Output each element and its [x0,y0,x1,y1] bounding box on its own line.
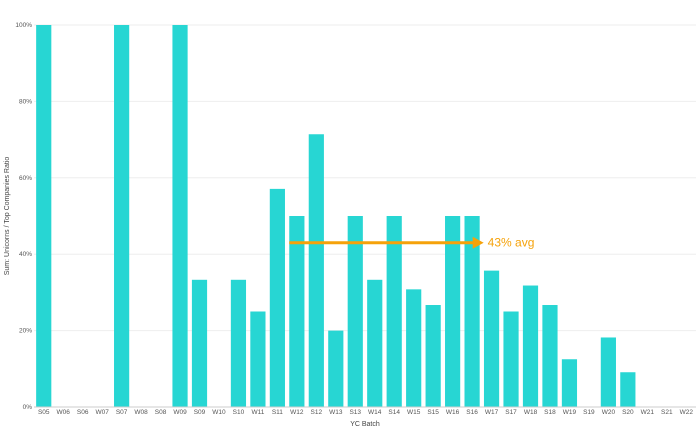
bar-w15 [406,289,422,407]
bar-s17 [503,311,519,407]
y-axis-ticks: 0% 20% 40% 60% 80% 100% [15,22,32,411]
x-tick-label: S19 [583,409,595,416]
x-tick-label: S13 [349,409,361,416]
bar-w18 [522,285,539,407]
bar-w12 [289,216,305,407]
x-tick-label: W22 [680,409,694,416]
x-tick-label: S14 [388,409,400,416]
bar-s16 [464,216,480,407]
x-tick-label: S12 [311,409,323,416]
bar-s14 [386,216,402,407]
x-tick-label: S11 [272,409,283,416]
x-tick-label: W09 [173,409,187,416]
y-tick-label: 80% [19,98,32,105]
x-tick-label: S06 [77,409,89,416]
x-tick-label: W17 [485,409,499,416]
bar-s11 [269,188,285,407]
y-tick-label: 40% [19,251,32,258]
x-tick-label: W10 [212,409,226,416]
bar-w19 [561,359,578,407]
bar-s12 [308,134,324,407]
x-tick-label: W19 [563,409,577,416]
y-tick-label: 0% [23,404,33,411]
bar-w11 [250,311,266,407]
bar-w20 [600,337,616,407]
bar-s13 [347,216,363,407]
bar-s05 [36,25,52,407]
average-annotation: 43% avg [289,236,534,250]
x-tick-label: S10 [233,409,245,416]
x-tick-label: W12 [290,409,304,416]
x-tick-label: W11 [251,409,264,416]
bar-s07 [114,25,130,407]
x-tick-label: W18 [524,409,538,416]
x-tick-label: W14 [368,409,382,416]
x-tick-label: S07 [116,409,128,416]
y-axis-title: Sum: Unicorns / Top Companies Ratio [4,157,11,276]
x-tick-label: S15 [427,409,439,416]
bar-s18 [542,305,558,407]
x-tick-label: W20 [602,409,616,416]
x-tick-label: S18 [544,409,556,416]
y-tick-label: 20% [19,328,32,335]
bar-w16 [445,216,461,407]
y-tick-label: 100% [15,22,32,29]
x-tick-label: W08 [134,409,148,416]
x-axis-title: YC Batch [350,421,380,428]
y-tick-label: 60% [19,175,32,182]
x-tick-label: S16 [466,409,478,416]
bar-s15 [425,305,441,407]
x-tick-label: S05 [38,409,50,416]
x-tick-label: W13 [329,409,343,416]
bar-s20 [620,372,636,407]
x-tick-label: W15 [407,409,421,416]
x-tick-label: W06 [57,409,71,416]
x-tick-label: S21 [661,409,673,416]
x-tick-label: S17 [505,409,517,416]
bar-w09 [172,25,188,407]
average-arrow-head [472,236,484,249]
bars [36,25,636,407]
x-tick-label: S08 [155,409,167,416]
x-axis-ticks: S05 W06 S06 W07 S07 W08 S08 W09 S09 W10 S10 W11 S11 W… [38,409,693,416]
x-tick-label: W21 [641,409,655,416]
grid-lines [34,24,696,332]
x-tick-label: S20 [622,409,634,416]
x-tick-label: W16 [446,409,460,416]
x-tick-label: S09 [194,409,206,416]
x-tick-label: W07 [95,409,109,416]
bar-w17 [483,270,500,407]
bar-w13 [328,330,344,407]
bar-w14 [367,279,383,407]
average-label: 43% avg [488,236,535,250]
bar-s10 [230,279,247,407]
bar-s09 [191,279,208,407]
